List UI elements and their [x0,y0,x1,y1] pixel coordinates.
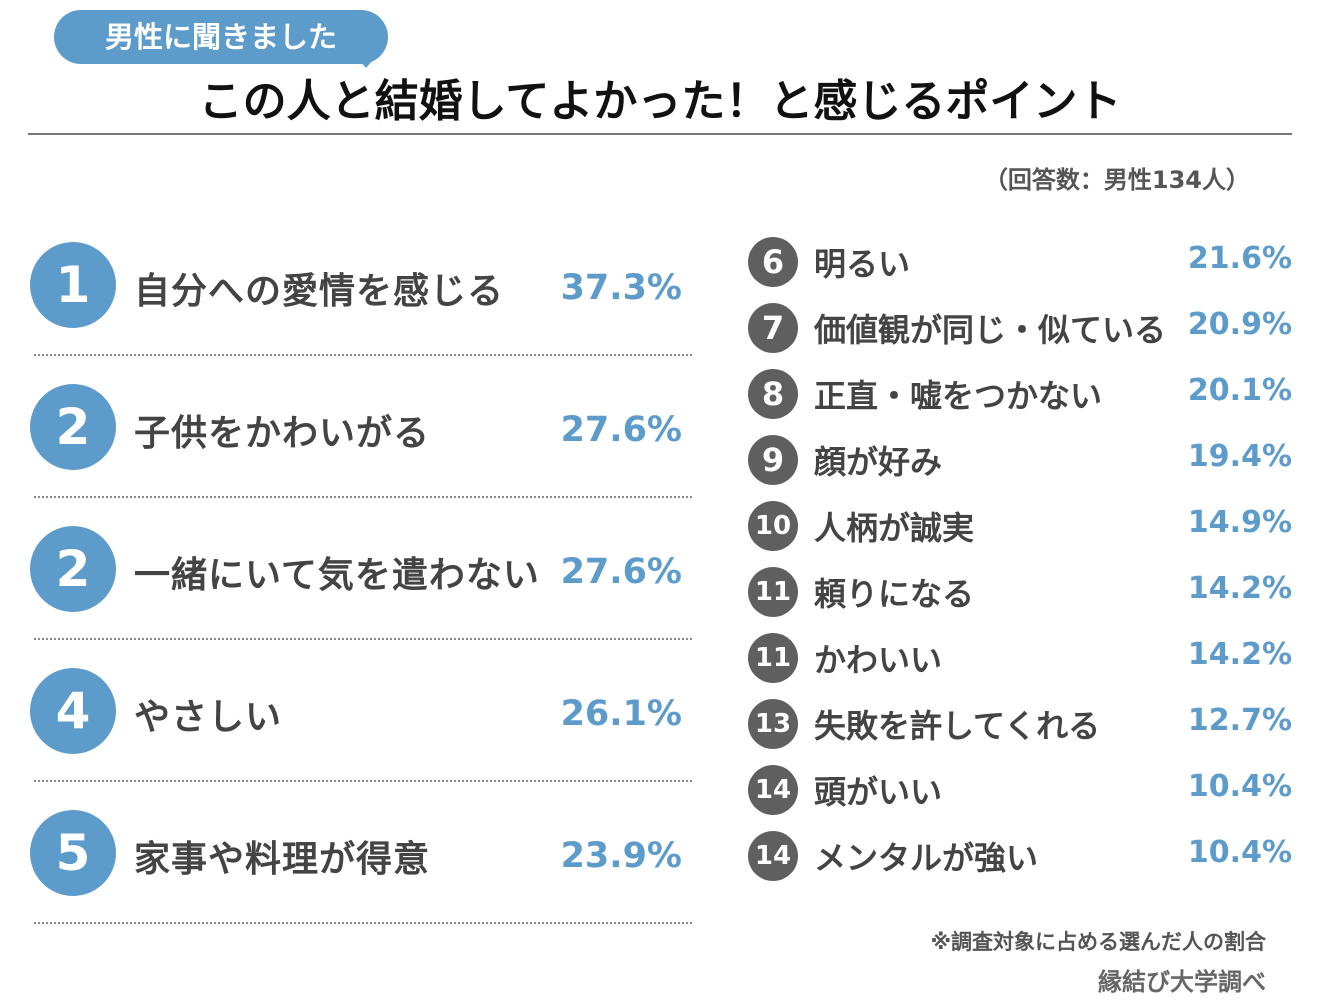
rank-circle: 10 [748,501,798,551]
rank-circle: 2 [30,526,116,612]
rank-circle: 8 [748,369,798,419]
page-title: この人と結婚してよかった！と感じるポイント [198,76,1122,127]
rank-circle: 13 [748,699,798,749]
ranking-item: 6 明るい 21.6% [748,230,1296,296]
ranking-item: 9 顔が好み 19.4% [748,428,1296,494]
dotted-divider [34,922,692,924]
ranking-label: やさしい [134,697,283,738]
rank-circle: 6 [748,237,798,287]
ranking-value: 10.4% [1187,769,1292,804]
rank-circle: 9 [748,435,798,485]
rank-circle: 14 [748,765,798,815]
ranking-item: 10 人柄が誠実 14.9% [748,494,1296,560]
ranking-item: 2 子供をかわいがる 27.6% [28,356,692,498]
ranking-item: 5 家事や料理が得意 23.9% [28,782,692,924]
ranking-value: 10.4% [1187,835,1292,870]
ranking-item: 13 失敗を許してくれる 12.7% [748,692,1296,758]
dotted-divider [34,780,692,782]
ranking-item: 14 メンタルが強い 10.4% [748,824,1296,890]
ranking-item: 2 一緒にいて気を遣わない 27.6% [28,498,692,640]
title-divider [28,133,1292,135]
rank-circle: 5 [30,810,116,896]
rank-circle: 11 [748,633,798,683]
ranking-label: 顔が好み [814,443,943,481]
dotted-divider [34,496,692,498]
ranking-label: 明るい [814,245,911,283]
ranking-item: 8 正直・嘘をつかない 20.1% [748,362,1296,428]
dotted-divider [34,638,692,640]
ranking-value: 27.6% [560,410,682,450]
ranking-label: メンタルが強い [814,839,1039,877]
survey-badge: 男性に聞きました [54,10,388,68]
ranking-label: 失敗を許してくれる [814,707,1101,745]
ranking-value: 14.2% [1187,571,1292,606]
ranking-label: 価値観が同じ・似ている [814,311,1167,349]
ranking-label: 自分への愛情を感じる [134,271,505,312]
rank-circle: 11 [748,567,798,617]
footnote: ※調査対象に占める選んだ人の割合 [930,930,1266,954]
ranking-label: 子供をかわいがる [134,413,431,454]
ranking-value: 27.6% [560,552,682,592]
ranking-label: 頼りになる [814,575,975,613]
ranking-value: 37.3% [560,268,682,308]
ranking-value: 12.7% [1187,703,1292,738]
dotted-divider [34,354,692,356]
ranking-value: 14.2% [1187,637,1292,672]
ranking-label: 頭がいい [814,773,943,811]
ranking-item: 4 やさしい 26.1% [28,640,692,782]
ranking-item: 11 かわいい 14.2% [748,626,1296,692]
source-credit: 縁結び大学調べ [1098,968,1266,996]
ranking-label: かわいい [814,641,943,679]
ranking-value: 26.1% [560,694,682,734]
ranking-label: 正直・嘘をつかない [814,377,1103,415]
ranking-label: 人柄が誠実 [814,509,975,547]
ranking-value: 14.9% [1187,505,1292,540]
rank-circle: 1 [30,242,116,328]
ranking-item: 1 自分への愛情を感じる 37.3% [28,214,692,356]
ranking-item: 11 頼りになる 14.2% [748,560,1296,626]
rank-circle: 14 [748,831,798,881]
ranking-value: 19.4% [1187,439,1292,474]
ranking-value: 21.6% [1187,241,1292,276]
ranking-value: 20.9% [1187,307,1292,342]
ranking-value: 23.9% [560,836,682,876]
rank-circle: 4 [30,668,116,754]
ranking-label: 一緒にいて気を遣わない [134,555,540,596]
ranking-label: 家事や料理が得意 [134,839,431,880]
ranking-item: 14 頭がいい 10.4% [748,758,1296,824]
rank-circle: 2 [30,384,116,470]
respondent-count: （回答数：男性134人） [983,166,1250,194]
ranking-item: 7 価値観が同じ・似ている 20.9% [748,296,1296,362]
ranking-value: 20.1% [1187,373,1292,408]
rank-circle: 7 [748,303,798,353]
